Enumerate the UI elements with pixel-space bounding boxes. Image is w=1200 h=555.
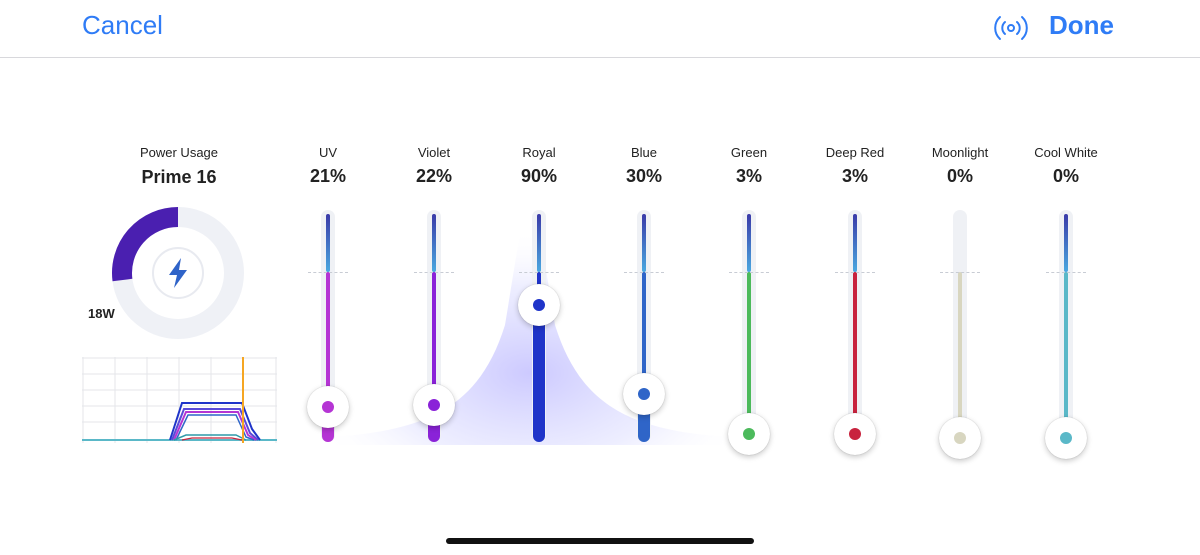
slider-knob-dot [954,432,966,444]
power-gauge-arc [112,207,179,282]
channel-label-royal: Royal [522,145,556,160]
device-model: Prime 16 [141,167,217,187]
slider-range-line [642,272,646,394]
channel-value-deep-red: 3% [841,166,868,186]
channel-label-deep-red: Deep Red [825,145,885,160]
slider-track-green[interactable] [742,210,756,442]
slider-max-tick [519,272,559,274]
channel-value-green: 3% [735,166,762,186]
slider-boost-range [642,214,646,272]
slider-max-tick [835,272,875,274]
slider-max-tick [729,272,769,274]
nav-bar: Cancel Done [0,0,1200,58]
slider-knob-royal[interactable] [518,283,560,326]
channel-value-violet: 22% [415,166,453,186]
channel-value-moonlight: 0% [946,166,973,186]
channel-label-green: Green [730,145,768,160]
slider-range-line [432,272,436,406]
slider-max-tick [308,272,348,274]
home-indicator [446,538,754,544]
slider-track-cool-white[interactable] [1059,210,1073,442]
channel-value-cool-white: 0% [1052,166,1079,186]
channel-value-royal: 90% [520,166,558,186]
slider-knob-blue[interactable] [623,372,665,415]
done-button[interactable]: Done [1049,10,1114,40]
slider-knob-dot [849,427,861,440]
slider-boost-range [1064,214,1068,272]
power-usage-title: Power Usage [139,145,219,160]
channel-label-violet: Violet [417,145,451,160]
channel-label-moonlight: Moonlight [931,145,989,160]
slider-level-fill [533,304,545,442]
slider-range-line [853,272,857,434]
broadcast-icon[interactable] [993,10,1029,46]
slider-knob-violet[interactable] [413,384,455,427]
slider-range-line [747,272,751,434]
slider-max-tick [624,272,664,274]
slider-track-deep-red[interactable] [848,210,862,442]
slider-knob-cool-white[interactable] [1045,417,1087,459]
slider-knob-moonlight[interactable] [939,417,981,459]
channel-value-uv: 21% [309,166,347,186]
slider-range-line [326,272,330,407]
lightning-bolt-icon [169,258,187,288]
slider-range-line [1064,272,1068,438]
slider-track-royal[interactable] [532,210,546,442]
slider-knob-dot [1060,432,1072,444]
slider-knob-dot [638,387,650,400]
slider-max-tick [414,272,454,274]
slider-boost-range [747,214,751,272]
power-watts-label: 18W [88,306,115,321]
power-gauge [112,207,244,339]
slider-knob-green[interactable] [728,412,770,455]
spectrum-glow [330,205,730,445]
channel-label-blue: Blue [630,145,658,160]
slider-range-line [958,272,962,438]
channel-value-blue: 30% [625,166,663,186]
slider-boost-range [537,214,541,272]
slider-boost-range [853,214,857,272]
slider-max-tick [1046,272,1086,274]
slider-knob-dot [533,298,545,311]
slider-knob-uv[interactable] [307,385,349,428]
cancel-button[interactable]: Cancel [82,10,163,40]
channel-label-uv: UV [318,145,338,160]
schedule-mini-chart[interactable] [82,357,277,443]
slider-knob-dot [743,427,755,440]
slider-boost-range [432,214,436,272]
slider-knob-dot [322,400,334,413]
slider-knob-deep-red[interactable] [834,412,876,455]
slider-knob-dot [428,399,440,412]
slider-track-moonlight[interactable] [953,210,967,442]
slider-boost-range [326,214,330,272]
slider-max-tick [940,272,980,274]
channel-label-cool-white: Cool White [1034,145,1098,160]
